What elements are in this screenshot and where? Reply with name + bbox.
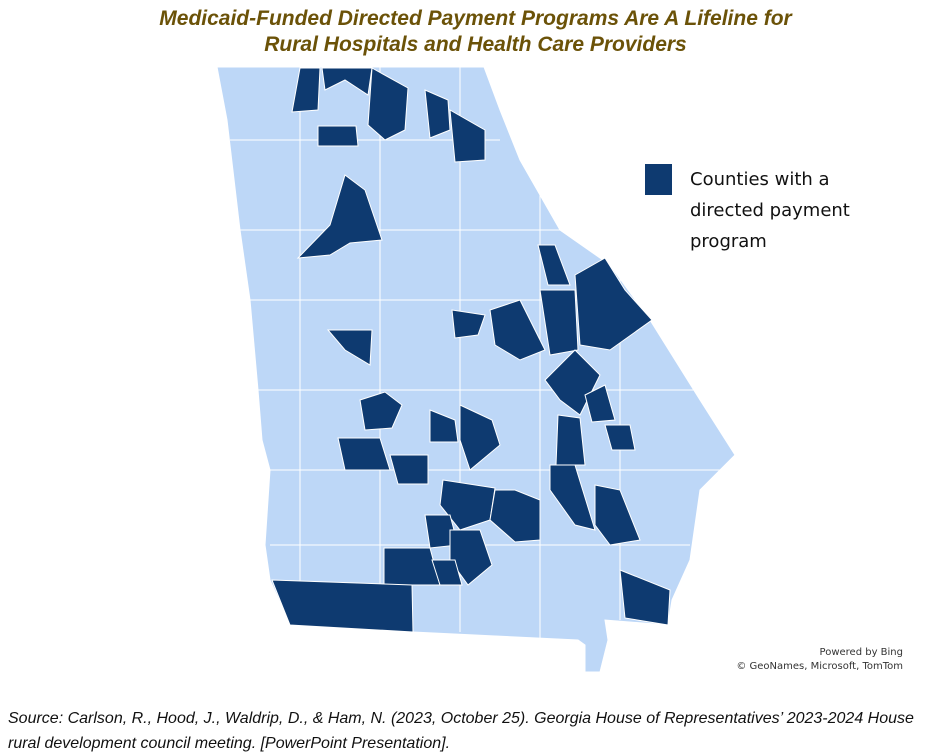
title-line: Rural Hospitals and Health Care Provider… [264, 33, 687, 56]
county-borders [230, 67, 735, 640]
attribution-line: Powered by Bing [819, 647, 903, 658]
legend-label: Counties with a directed payment program [690, 169, 850, 252]
legend: Counties with a directed payment program [645, 164, 880, 257]
attribution: Powered by Bing © GeoNames, Microsoft, T… [736, 646, 903, 674]
legend-swatch [645, 164, 672, 195]
title-line: Medicaid-Funded Directed Payment Program… [159, 7, 792, 30]
source: Source: Carlson, R., Hood, J., Waldrip, … [8, 710, 914, 752]
attribution-line: © GeoNames, Microsoft, TomTom [736, 661, 903, 672]
title: Medicaid-Funded Directed Payment Program… [0, 6, 951, 58]
directed-payment-counties [271, 67, 671, 633]
